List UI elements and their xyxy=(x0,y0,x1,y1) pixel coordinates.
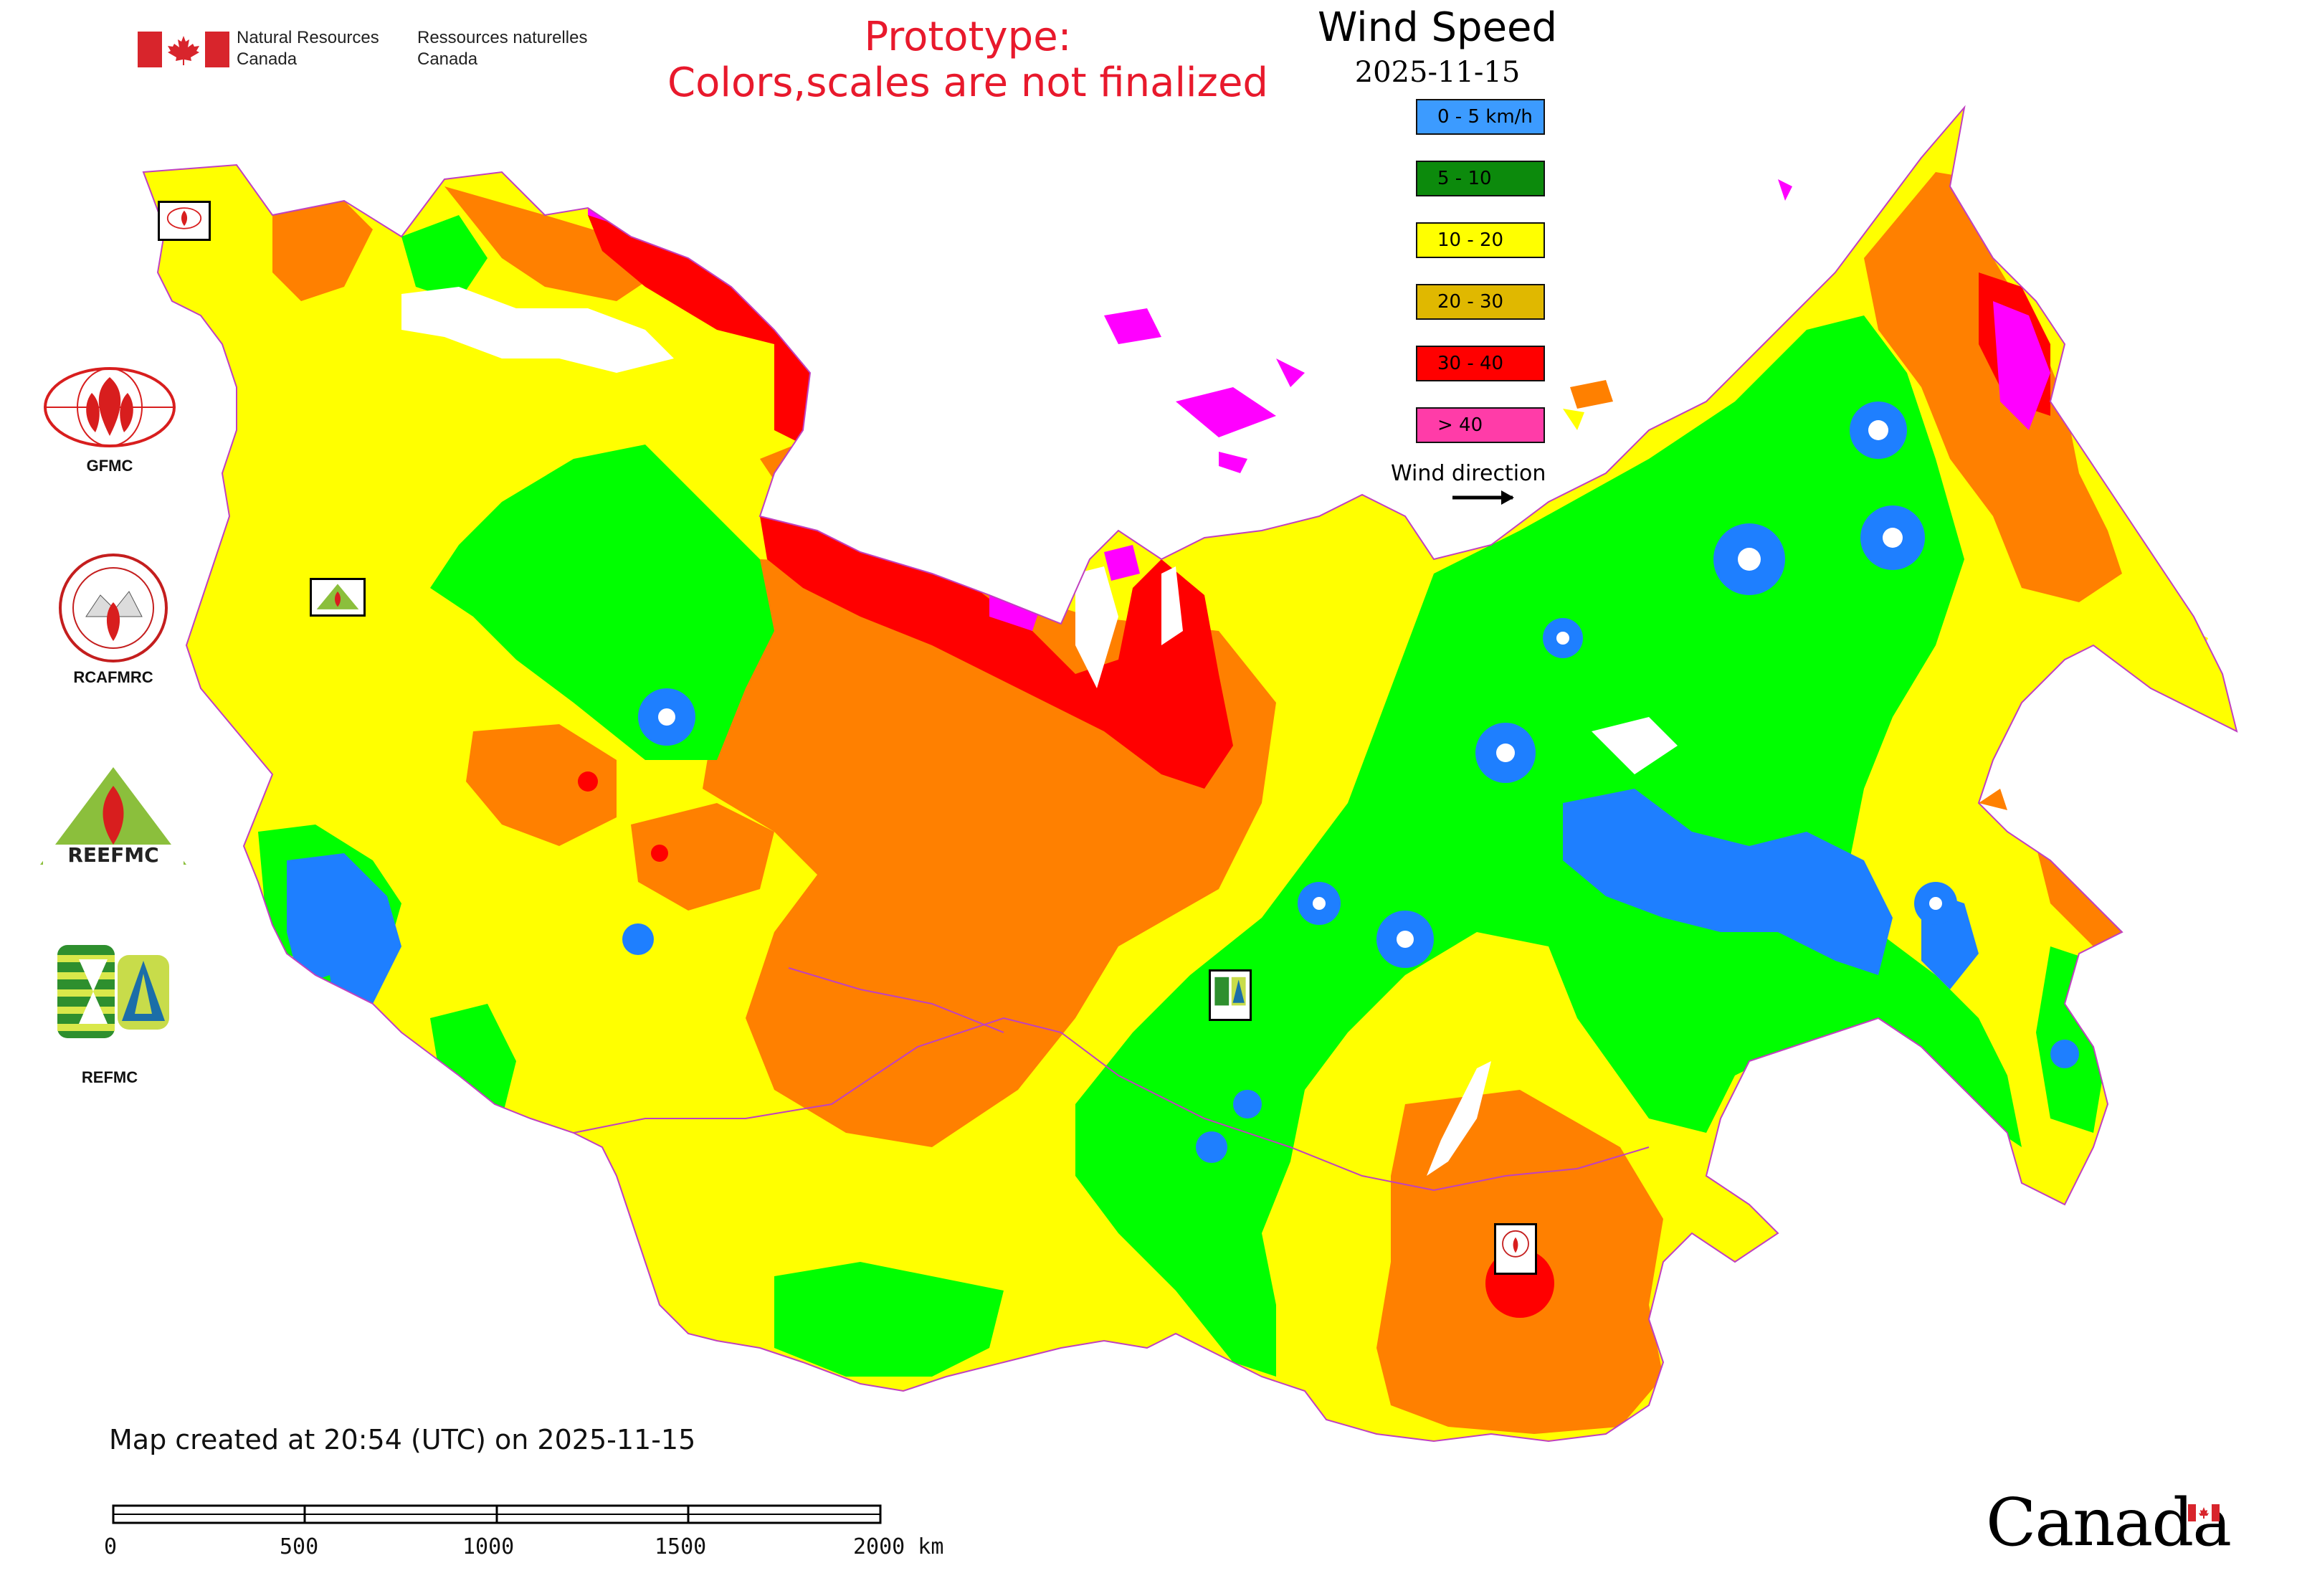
wind-direction-label: Wind direction xyxy=(1391,461,1546,486)
svg-text:REEFMC: REEFMC xyxy=(67,843,158,867)
scale-label-1500: 1500 xyxy=(655,1534,707,1559)
scale-label-500: 500 xyxy=(280,1534,319,1559)
legend-date: 2025-11-15 xyxy=(1354,56,1521,89)
gfmc-map-marker-icon xyxy=(158,201,211,241)
refmc-label: REFMC xyxy=(81,1068,138,1086)
rcafmrc-label: RCAFMRC xyxy=(73,668,153,686)
gfmc-logo xyxy=(44,367,176,447)
reefmc-logo: REEFMC xyxy=(40,767,186,867)
refmc-logo xyxy=(57,945,169,1038)
gfmc-label: GFMC xyxy=(86,457,133,475)
maple-leaf-icon xyxy=(162,32,205,67)
scale-label-1000: 1000 xyxy=(462,1534,515,1559)
gov-name-french: Ressources naturelles Canada xyxy=(417,28,588,69)
rcafmrc-logo xyxy=(59,554,168,662)
legend-class-4: 30 - 40 xyxy=(1416,346,1545,381)
legend-class-0: 0 - 5 km/h xyxy=(1416,99,1545,135)
legend-class-2: 10 - 20 xyxy=(1416,222,1545,258)
refmc-map-marker-icon xyxy=(1209,969,1252,1021)
canada-flag-left-bar xyxy=(138,32,162,67)
scale-bar xyxy=(112,1504,882,1524)
prototype-notice: Prototype: Colors,scales are not finaliz… xyxy=(667,14,1268,106)
legend-class-3: 20 - 30 xyxy=(1416,284,1545,320)
legend-title: Wind Speed xyxy=(1317,4,1558,51)
canada-wordmark: Canada xyxy=(1986,1484,2232,1561)
map-created-timestamp: Map created at 20:54 (UTC) on 2025-11-15 xyxy=(109,1424,696,1455)
wind-direction-arrow-icon xyxy=(1452,490,1514,505)
scale-label-2000: 2000 km xyxy=(853,1534,944,1559)
gov-name-english: Natural Resources Canada xyxy=(237,28,379,69)
legend-class-5: > 40 xyxy=(1416,407,1545,443)
legend-class-1: 5 - 10 xyxy=(1416,161,1545,196)
canada-wordmark-flag-icon xyxy=(2188,1504,2220,1521)
reefmc-map-marker-icon xyxy=(310,578,366,617)
scale-label-0: 0 xyxy=(104,1534,118,1559)
rcafmrc-map-marker-icon xyxy=(1494,1223,1537,1275)
canada-flag-right-bar xyxy=(205,32,229,67)
